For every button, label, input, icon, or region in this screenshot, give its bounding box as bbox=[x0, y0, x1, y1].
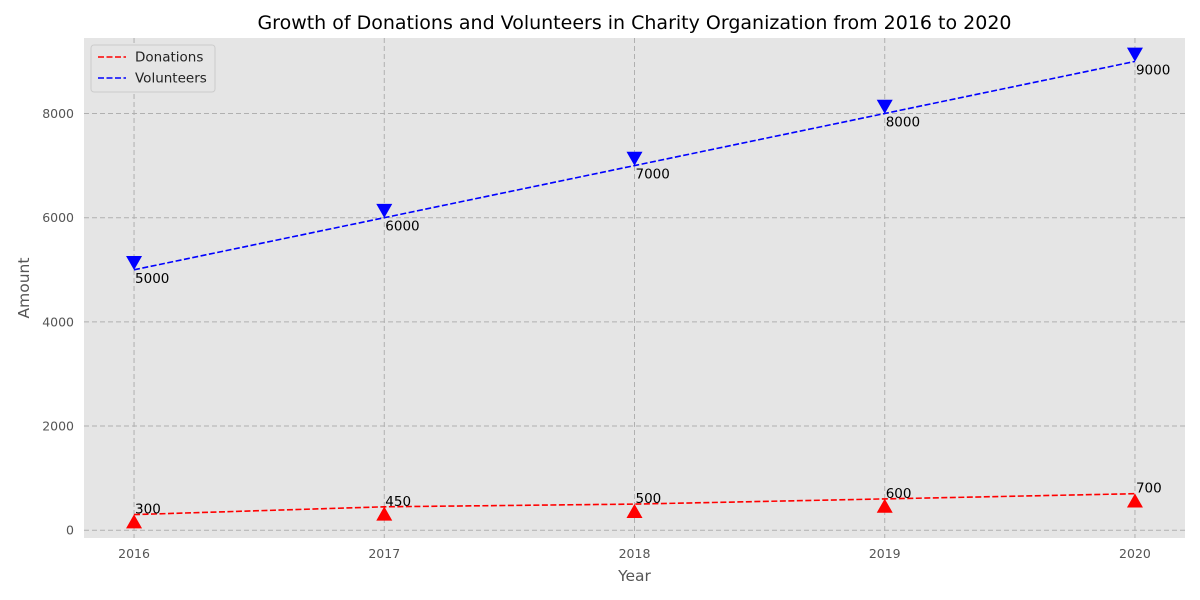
x-tick-label: 2018 bbox=[619, 546, 651, 561]
donations-data-label: 450 bbox=[385, 494, 411, 510]
x-tick-label: 2016 bbox=[118, 546, 150, 561]
x-tick-label: 2020 bbox=[1119, 546, 1151, 561]
donations-data-label: 500 bbox=[636, 491, 662, 507]
grid bbox=[84, 38, 1185, 538]
volunteers-marker bbox=[126, 255, 143, 270]
y-tick-label: 0 bbox=[66, 523, 74, 538]
donations-marker bbox=[1126, 493, 1143, 508]
donations-legend-label: Donations bbox=[135, 50, 203, 66]
volunteers-data-label: 8000 bbox=[886, 115, 920, 131]
volunteers-data-label: 6000 bbox=[385, 219, 419, 235]
legend-box bbox=[90, 44, 216, 93]
y-tick-label: 8000 bbox=[42, 106, 74, 121]
donations-line bbox=[133, 492, 1136, 516]
x-axis-label: Year bbox=[617, 567, 651, 585]
legend: Donations Volunteers bbox=[90, 44, 216, 93]
donations-marker bbox=[876, 498, 893, 513]
donations-marker bbox=[126, 514, 143, 529]
volunteers-data-label: 9000 bbox=[1136, 62, 1170, 78]
x-tick-label: 2019 bbox=[869, 546, 901, 561]
series-layer bbox=[126, 47, 1143, 529]
volunteers-marker bbox=[626, 151, 643, 166]
y-tick-label: 6000 bbox=[42, 210, 74, 225]
volunteers-marker bbox=[876, 99, 893, 114]
y-tick-label: 2000 bbox=[42, 419, 74, 434]
donations-data-label: 600 bbox=[886, 486, 912, 502]
tick-labels: 2016 2017 2018 2019 2020 0 2000 4000 6000 8000 bbox=[42, 106, 1151, 561]
donations-marker bbox=[376, 506, 393, 521]
volunteers-data-label: 7000 bbox=[636, 167, 670, 183]
volunteers-data-label: 5000 bbox=[135, 271, 169, 287]
donations-data-label: 300 bbox=[135, 502, 161, 518]
volunteers-legend-label: Volunteers bbox=[135, 71, 207, 87]
volunteers-marker bbox=[376, 203, 393, 218]
y-tick-label: 4000 bbox=[42, 314, 74, 329]
data-labels: 300 450 500 600 700 5000 6000 7000 8000 9000 bbox=[135, 62, 1170, 517]
volunteers-marker bbox=[1126, 47, 1143, 62]
x-tick-label: 2017 bbox=[368, 546, 400, 561]
donations-data-label: 700 bbox=[1136, 481, 1162, 497]
donations-marker bbox=[626, 503, 643, 518]
chart-title: Growth of Donations and Volunteers in Ch… bbox=[257, 12, 1011, 34]
y-axis-label: Amount bbox=[15, 258, 33, 319]
